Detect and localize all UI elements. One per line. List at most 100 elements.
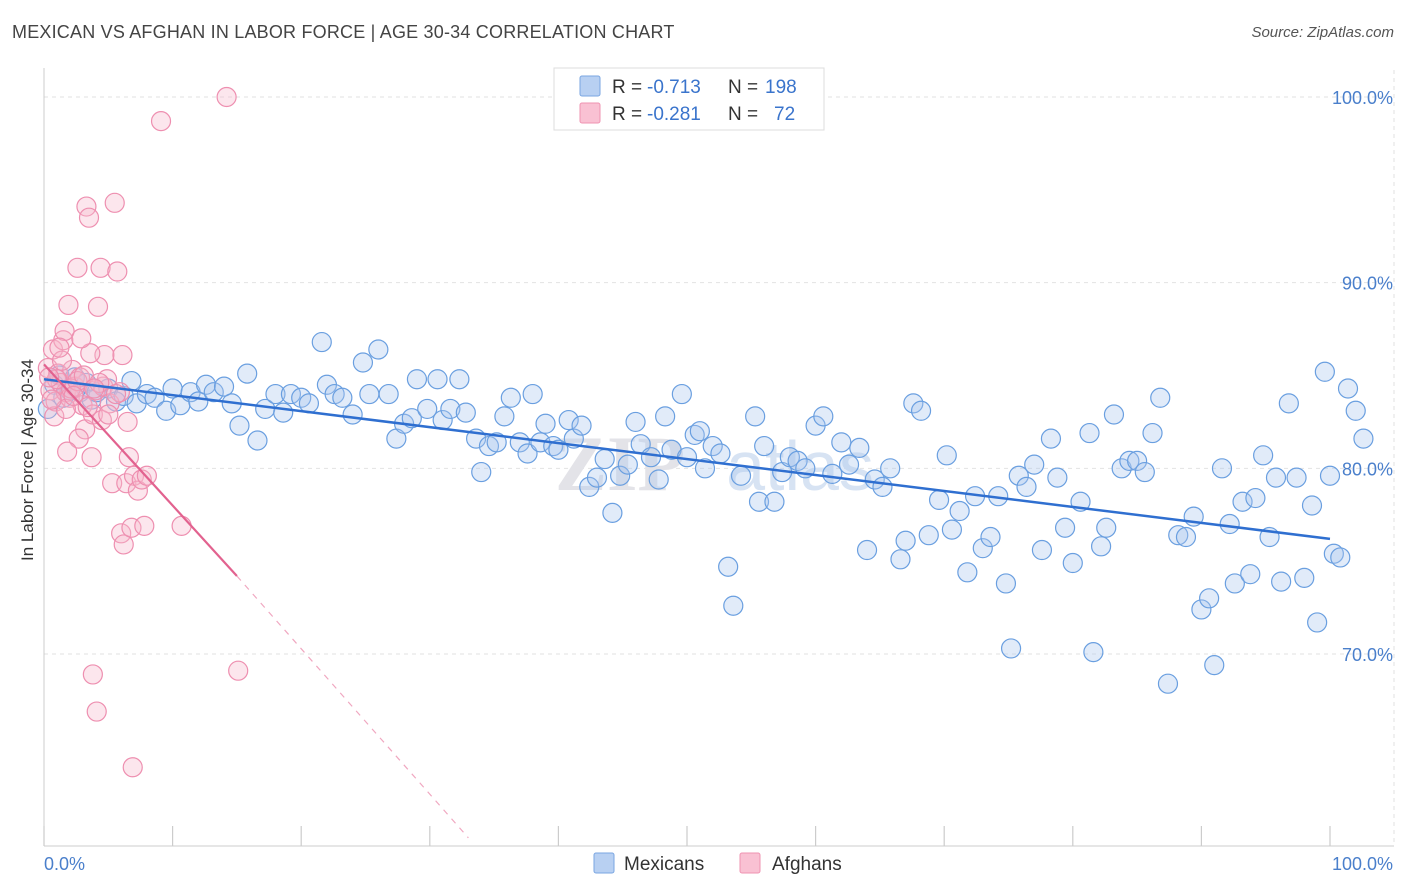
mexicans-point-79 xyxy=(648,469,669,490)
mexicans-trend-line xyxy=(43,377,1331,541)
x-tick-labels: 0.0% 100.0% xyxy=(44,854,1393,874)
mexicans-point-90 xyxy=(723,595,744,616)
mexicans-point-52 xyxy=(449,369,470,390)
afghans-point-28 xyxy=(102,473,123,494)
mexicans-point-89 xyxy=(718,556,739,577)
mexicans-point-107 xyxy=(864,469,885,490)
axes xyxy=(43,68,1394,847)
mexicans-point-162 xyxy=(1271,571,1292,592)
mexicans-point-38 xyxy=(332,387,353,408)
mexicans-point-114 xyxy=(918,525,939,546)
mexicans-point-128 xyxy=(1024,454,1045,475)
mexicans-point-163 xyxy=(1278,393,1299,414)
watermark-zip: ZIP xyxy=(555,420,685,507)
afghans-point-18 xyxy=(78,207,100,228)
mexicans-point-80 xyxy=(655,406,676,427)
mexicans-points xyxy=(37,331,1374,694)
x-tick-label-0: 0.0% xyxy=(44,854,85,874)
afghans-point-30 xyxy=(107,261,128,282)
legend: Mexicans Afghans xyxy=(593,852,842,875)
afghans-trend-line xyxy=(43,363,238,577)
mexicans-point-138 xyxy=(1096,517,1117,538)
mexicans-point-101 xyxy=(813,406,834,427)
mexicans-point-105 xyxy=(849,437,870,459)
afghans-point-58 xyxy=(98,404,119,425)
legend-swatch-mexicans xyxy=(593,852,615,874)
mexicans-point-170 xyxy=(1323,543,1344,564)
y-tick-label-80: 80.0% xyxy=(1342,459,1393,479)
afghans-point-13 xyxy=(67,257,88,278)
mexicans-point-78 xyxy=(640,447,662,468)
afghans-point-45 xyxy=(82,664,103,685)
mexicans-point-35 xyxy=(311,331,332,353)
stats-swatch-mexicans xyxy=(579,75,601,97)
mexicans-point-159 xyxy=(1253,445,1274,466)
mexicans-point-57 xyxy=(486,432,507,453)
mexicans-point-67 xyxy=(558,409,579,431)
mexicans-point-64 xyxy=(535,413,556,434)
y-tick-label-90: 90.0% xyxy=(1342,274,1393,294)
mexicans-point-125 xyxy=(1000,638,1022,659)
mexicans-point-127 xyxy=(1016,476,1037,497)
mexicans-point-150 xyxy=(1191,599,1212,620)
afghans-point-55 xyxy=(55,398,76,420)
stats-n-label-1: N = xyxy=(728,104,758,125)
mexicans-point-47 xyxy=(406,369,428,390)
y-tick-label-100: 100.0% xyxy=(1332,88,1393,108)
mexicans-point-106 xyxy=(856,539,878,561)
mexicans-point-156 xyxy=(1232,491,1253,512)
mexicans-point-117 xyxy=(941,519,963,540)
mexicans-point-30 xyxy=(265,383,286,405)
mexicans-point-110 xyxy=(890,549,911,570)
mexicans-point-93 xyxy=(748,491,770,512)
mexicans-point-119 xyxy=(957,562,978,583)
mexicans-point-166 xyxy=(1301,495,1323,516)
mexicans-point-28 xyxy=(247,430,268,451)
mexicans-point-88 xyxy=(710,443,731,464)
mexicans-point-40 xyxy=(352,352,374,373)
stats-r-label-0: R = xyxy=(612,77,642,98)
mexicans-point-23 xyxy=(203,382,224,403)
afghans-point-47 xyxy=(122,757,143,778)
mexicans-point-173 xyxy=(1345,400,1366,421)
mexicans-point-103 xyxy=(831,432,852,453)
mexicans-point-24 xyxy=(213,376,235,397)
mexicans-point-137 xyxy=(1090,536,1112,557)
mexicans-point-69 xyxy=(571,415,592,436)
mexicans-point-55 xyxy=(471,461,492,483)
mexicans-point-172 xyxy=(1337,378,1359,399)
stats-n-value-0: 198 xyxy=(765,77,797,98)
mexicans-point-104 xyxy=(838,454,860,475)
mexicans-point-66 xyxy=(548,439,569,460)
mexicans-point-158 xyxy=(1245,487,1266,509)
afghans-point-29 xyxy=(104,192,125,213)
mexicans-point-122 xyxy=(980,526,1001,548)
afghans-point-66 xyxy=(117,411,138,433)
mexicans-point-133 xyxy=(1062,552,1083,574)
mexicans-point-86 xyxy=(694,458,716,479)
afghans-point-60 xyxy=(49,337,70,358)
afghans-point-52 xyxy=(80,343,101,364)
mexicans-point-112 xyxy=(903,393,924,414)
mexicans-point-85 xyxy=(689,421,710,442)
mexicans-point-146 xyxy=(1157,673,1179,694)
afghans-point-43 xyxy=(216,86,237,108)
afghans-point-68 xyxy=(57,441,78,462)
afghans-point-62 xyxy=(77,396,98,418)
mexicans-point-58 xyxy=(494,406,515,427)
mexicans-point-108 xyxy=(872,476,893,497)
trend-lines xyxy=(43,363,1331,839)
mexicans-point-61 xyxy=(517,443,538,464)
mexicans-point-62 xyxy=(522,383,543,405)
afghans-point-38 xyxy=(127,480,148,501)
afghans-trend-extension xyxy=(236,575,469,839)
afghans-point-7 xyxy=(54,320,75,342)
mexicans-point-48 xyxy=(417,398,438,420)
mexicans-point-167 xyxy=(1307,612,1328,633)
source-credit: Source: ZipAtlas.com xyxy=(1251,24,1394,41)
afghans-point-42 xyxy=(171,515,192,536)
mexicans-point-22 xyxy=(195,374,217,395)
afghans-points xyxy=(37,86,249,778)
mexicans-point-144 xyxy=(1142,422,1163,444)
mexicans-point-71 xyxy=(586,467,608,488)
